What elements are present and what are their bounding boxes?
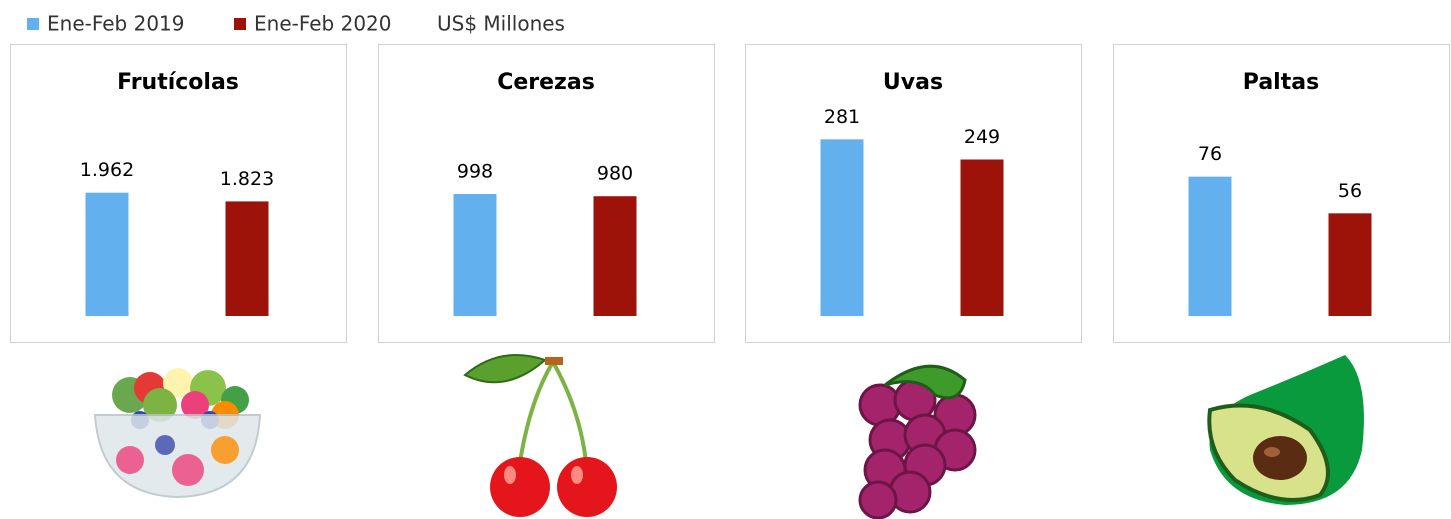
legend-note: US$ Millones bbox=[437, 12, 565, 36]
bar bbox=[1188, 176, 1232, 316]
chart-title: Paltas bbox=[1243, 70, 1319, 95]
bar bbox=[820, 139, 864, 316]
legend-label: Ene-Feb 2020 bbox=[254, 12, 392, 36]
value-label: 1.823 bbox=[220, 168, 274, 190]
chart-title: Cerezas bbox=[497, 70, 595, 95]
value-label: 249 bbox=[964, 126, 1000, 148]
chart-panel bbox=[378, 44, 715, 343]
fruit-bowl-icon bbox=[93, 368, 262, 499]
value-label: 56 bbox=[1338, 180, 1362, 202]
bar bbox=[960, 159, 1004, 316]
chart-panel bbox=[10, 44, 347, 343]
chart-panel bbox=[745, 44, 1082, 343]
value-label: 998 bbox=[457, 161, 493, 183]
avocado-icon bbox=[1207, 355, 1364, 505]
value-label: 76 bbox=[1198, 143, 1222, 165]
chart-title: Frutícolas bbox=[117, 70, 239, 95]
bar bbox=[593, 196, 637, 316]
legend-label: Ene-Feb 2019 bbox=[47, 12, 185, 36]
cherry-icon bbox=[463, 354, 617, 517]
chart-title: Uvas bbox=[883, 70, 943, 95]
legend-swatch bbox=[27, 18, 39, 30]
value-label: 1.962 bbox=[80, 159, 134, 181]
bar bbox=[453, 194, 497, 316]
bar bbox=[1328, 213, 1372, 316]
bar bbox=[225, 201, 269, 316]
legend-swatch bbox=[234, 18, 246, 30]
bar bbox=[85, 192, 129, 316]
value-label: 980 bbox=[597, 163, 633, 185]
chart-panel bbox=[1113, 44, 1450, 343]
grapes-icon bbox=[858, 364, 977, 519]
value-label: 281 bbox=[824, 106, 860, 128]
